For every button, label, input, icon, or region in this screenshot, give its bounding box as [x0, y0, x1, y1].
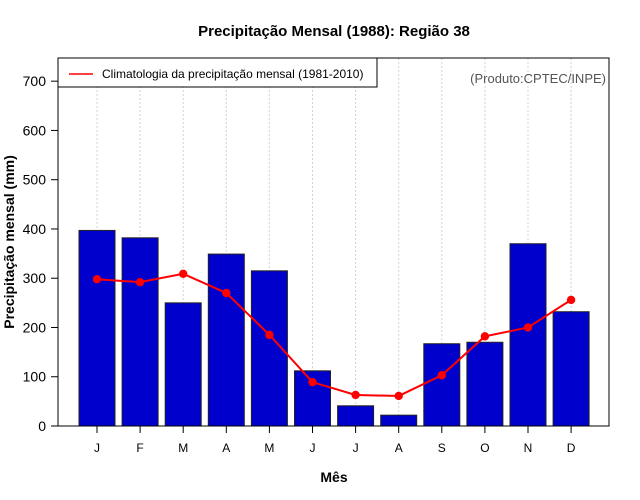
y-tick-label: 200 — [23, 319, 47, 335]
x-tick-label: J — [310, 441, 316, 455]
bar — [552, 311, 590, 427]
climatology-point — [265, 330, 274, 340]
x-tick-label: A — [395, 441, 403, 455]
chart-title: Precipitação Mensal (1988): Região 38 — [198, 23, 470, 40]
bar — [78, 229, 116, 427]
climatology-point — [92, 275, 102, 284]
y-tick-label: 400 — [23, 221, 47, 237]
climatology-line — [96, 272, 572, 397]
x-axis-title: Mês — [320, 469, 347, 485]
climatology-point — [351, 390, 360, 400]
climatology-line-group — [92, 269, 576, 401]
bar — [337, 405, 375, 427]
x-tick-label: D — [567, 441, 576, 455]
climatology-point — [222, 288, 231, 298]
climatology-point — [308, 377, 317, 387]
climatology-point — [135, 277, 145, 287]
bar — [423, 343, 461, 427]
bar — [207, 253, 245, 427]
bar — [466, 341, 504, 427]
y-tick-label: 0 — [38, 418, 46, 434]
x-tick-label: O — [480, 441, 489, 455]
bar — [380, 414, 418, 427]
bar — [121, 237, 159, 427]
x-tick-label: J — [94, 441, 100, 455]
bar — [164, 302, 202, 427]
x-tick-label: A — [222, 441, 230, 455]
climatology-point — [566, 295, 576, 305]
x-tick-label: S — [438, 441, 446, 455]
y-tick-label: 300 — [23, 270, 47, 286]
bar — [509, 243, 547, 427]
y-tick-label: 600 — [23, 122, 47, 138]
y-tick-label: 700 — [23, 73, 47, 89]
climatology-point — [179, 269, 188, 278]
bars — [78, 229, 590, 427]
climatology-point — [437, 371, 446, 380]
climatology-point — [480, 332, 490, 341]
y-tick-label: 500 — [23, 172, 47, 188]
legend-entry: Climatologia da precipitação mensal (198… — [102, 67, 363, 81]
climatology-point — [523, 323, 533, 332]
x-tick-label: J — [353, 441, 359, 455]
x-tick-label: M — [178, 441, 188, 455]
x-tick-label: N — [524, 441, 533, 455]
climatology-point — [394, 391, 403, 401]
x-tick-label: F — [136, 441, 143, 455]
credit-annotation: (Produto:CPTEC/INPE) — [470, 71, 606, 86]
x-tick-label: M — [264, 441, 274, 455]
y-tick-label: 100 — [23, 369, 47, 385]
legend: Climatologia da precipitação mensal (198… — [57, 57, 378, 88]
y-axis-title: Precipitação mensal (mm) — [1, 155, 17, 329]
y-axis: 0 100 200 300 400 500 600 700 — [23, 73, 59, 434]
legend-box — [57, 57, 378, 88]
